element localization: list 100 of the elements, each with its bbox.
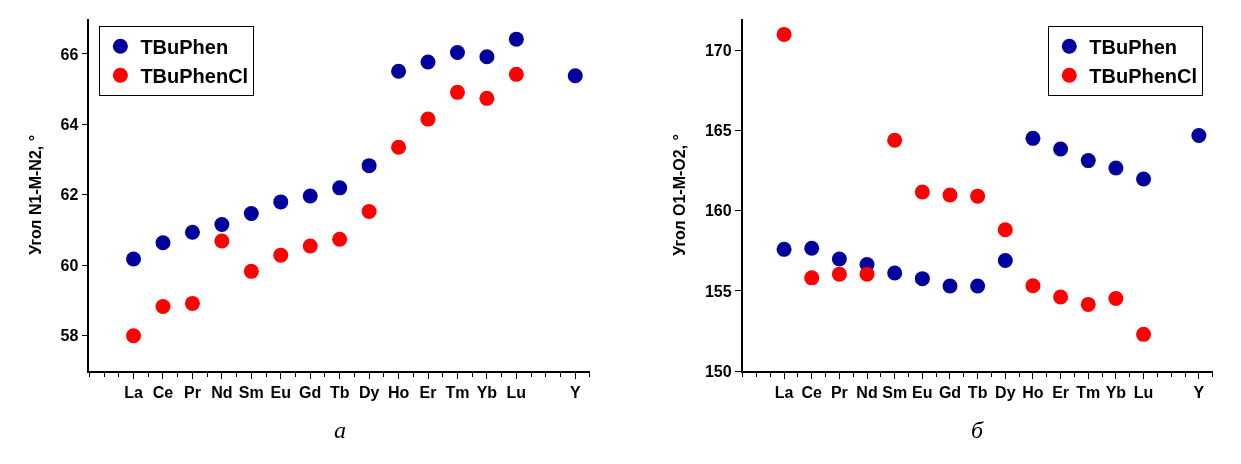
point <box>420 54 436 70</box>
point <box>942 187 958 203</box>
point <box>332 180 348 196</box>
legend-label: TBuPhen <box>1089 36 1178 59</box>
point <box>508 31 524 47</box>
point <box>804 270 820 286</box>
point <box>243 263 259 279</box>
point <box>997 253 1013 269</box>
y-tick-label: 62 <box>60 186 79 204</box>
point <box>1191 127 1207 143</box>
y-tick-label: 160 <box>704 202 732 220</box>
point <box>1136 171 1152 187</box>
point <box>214 233 230 249</box>
x-tick-label: Ce <box>801 384 823 401</box>
point <box>567 68 583 84</box>
point <box>887 265 903 281</box>
x-tick-label: Dy <box>358 384 380 401</box>
point <box>214 216 230 232</box>
x-tick-label: Y <box>569 384 581 401</box>
x-tick-label: Tm <box>1076 384 1101 401</box>
point <box>970 188 986 204</box>
point <box>1136 326 1152 342</box>
point <box>479 90 495 106</box>
point <box>302 238 318 254</box>
x-tick-label: Yb <box>1105 384 1127 401</box>
x-tick-label: Pr <box>183 384 201 401</box>
point <box>887 132 903 148</box>
legend-label: TBuPhen <box>140 36 229 59</box>
x-tick-label: Gd <box>938 384 962 401</box>
point <box>1080 153 1096 169</box>
x-tick-label: Ho <box>1022 384 1044 401</box>
point <box>184 295 200 311</box>
text: а <box>334 417 346 443</box>
x-tick-label: Nd <box>211 384 233 401</box>
x-tick-label: Yb <box>476 384 498 401</box>
point <box>273 247 289 263</box>
point <box>970 278 986 294</box>
y-tick-label: 60 <box>60 256 79 274</box>
x-tick-label: La <box>124 384 143 401</box>
x-tick-label: Nd <box>856 384 878 401</box>
x-tick-label: Eu <box>270 384 291 401</box>
x-tick-label: Ce <box>152 384 174 401</box>
x-tick-label: Sm <box>882 384 908 401</box>
x-tick-label: Tb <box>329 384 350 401</box>
point <box>361 158 377 174</box>
point <box>420 111 436 127</box>
point <box>914 271 930 287</box>
point <box>391 139 407 155</box>
x-tick-label: La <box>774 384 794 401</box>
point <box>804 240 820 256</box>
point <box>391 63 407 79</box>
point <box>942 278 958 294</box>
point <box>361 203 377 219</box>
y-axis-title: Угол N1-M-N2, ° <box>27 134 45 255</box>
y-tick-label: 170 <box>704 42 732 60</box>
point <box>449 45 465 61</box>
point <box>126 328 142 344</box>
text: б <box>971 417 984 443</box>
point <box>997 222 1013 238</box>
point <box>155 235 171 251</box>
point <box>1108 160 1124 176</box>
point <box>273 194 289 210</box>
x-tick-label: Er <box>419 384 437 401</box>
point <box>1025 278 1041 294</box>
x-tick-label: Gd <box>299 384 322 401</box>
legend-label: TBuPhenCl <box>1089 65 1198 88</box>
point <box>776 26 792 42</box>
legend-label: TBuPhenCl <box>140 65 249 88</box>
x-tick-label: Lu <box>506 384 527 401</box>
point <box>243 206 259 222</box>
point <box>914 184 930 200</box>
point <box>126 251 142 267</box>
point <box>1053 141 1069 157</box>
x-tick-label: Er <box>1052 384 1070 401</box>
point <box>184 224 200 240</box>
y-tick-label: 66 <box>60 45 79 63</box>
x-tick-label: Dy <box>995 384 1016 401</box>
point <box>776 241 792 257</box>
x-tick-label: Tb <box>967 384 988 401</box>
point <box>155 299 171 315</box>
point <box>831 266 847 282</box>
point <box>508 66 524 82</box>
point <box>1053 289 1069 305</box>
x-tick-label: Eu <box>912 384 933 401</box>
y-tick-label: 150 <box>704 362 732 380</box>
y-tick-label: 64 <box>60 116 79 133</box>
y-tick-label: 58 <box>60 327 79 345</box>
y-axis-title: Угол O1-M-O2, ° <box>671 134 689 256</box>
point <box>479 49 495 65</box>
point <box>859 266 875 282</box>
x-tick-label: Pr <box>830 384 848 401</box>
y-tick-label: 165 <box>704 122 732 140</box>
point <box>1080 296 1096 312</box>
y-tick-label: 155 <box>704 282 732 300</box>
point <box>332 231 348 247</box>
x-tick-label: Y <box>1193 384 1205 401</box>
x-tick-label: Sm <box>238 384 264 401</box>
x-tick-label: Lu <box>1133 384 1154 401</box>
point <box>831 251 847 267</box>
x-tick-label: Ho <box>387 384 410 401</box>
